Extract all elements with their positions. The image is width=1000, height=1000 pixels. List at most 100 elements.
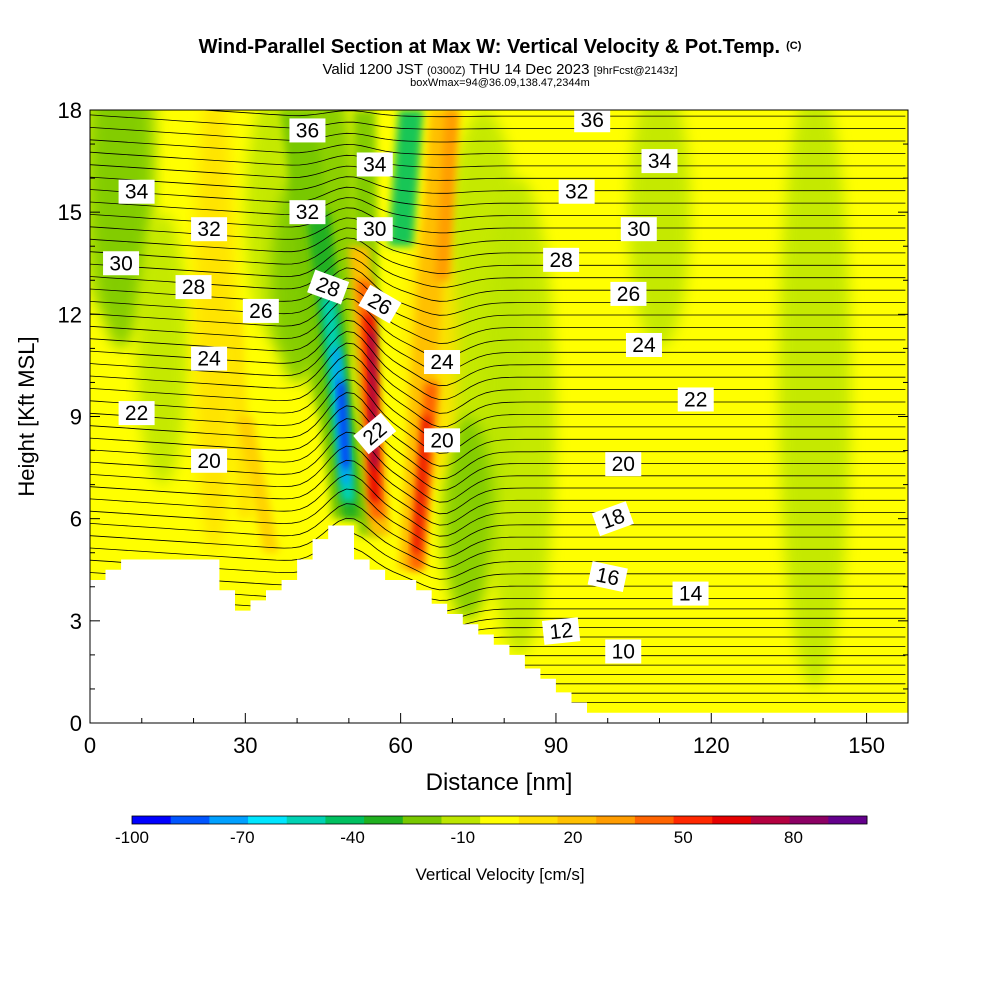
theta-contour-line	[90, 488, 906, 548]
contour-label: 16	[587, 561, 628, 593]
contour-label: 32	[191, 217, 228, 242]
contour-label-bg	[605, 452, 642, 477]
contour-label-bg	[574, 108, 611, 133]
contour-label: 30	[620, 217, 657, 242]
theta-contour-line	[90, 503, 906, 559]
contour-label-bg	[677, 387, 714, 412]
contour-label: 22	[118, 401, 155, 426]
contour-label-text: 20	[197, 450, 220, 473]
colorbar-swatch	[557, 816, 597, 824]
contour-label-text: 10	[612, 640, 635, 663]
theta-contour-line	[90, 366, 906, 441]
contour-label-text: 16	[594, 563, 622, 590]
colorbar-swatch	[750, 816, 791, 824]
theta-contour-line	[90, 547, 906, 591]
theta-contour-line	[90, 28, 905, 42]
contour-label: 32	[289, 200, 326, 225]
theta-contour-line	[90, 287, 906, 344]
contour-label-text: 34	[363, 153, 387, 176]
contour-label: 34	[118, 179, 155, 204]
contour-label-bg	[289, 200, 326, 225]
contour-label-bg	[358, 284, 402, 324]
contour-label: 24	[191, 346, 228, 371]
colorbar-frame	[131, 815, 868, 825]
theta-contour-line	[90, 16, 905, 30]
contour-label: 32	[558, 179, 595, 204]
contour-label-bg	[353, 412, 397, 455]
contour-label: 24	[625, 332, 662, 357]
colorbar-swatch	[518, 816, 559, 824]
theta-contour-line	[197, 110, 906, 118]
contour-label-text: 26	[617, 283, 640, 306]
contour-label: 34	[356, 152, 393, 177]
contour-label-bg	[610, 281, 647, 306]
contour-label: 26	[610, 281, 647, 306]
contour-label: 28	[175, 275, 212, 300]
contour-label-bg	[541, 617, 581, 645]
y-tick-label: 15	[58, 200, 82, 225]
contour-label: 30	[356, 217, 393, 242]
theta-contour-line	[90, 532, 906, 580]
contour-label-text: 34	[125, 181, 149, 204]
contour-label-bg	[118, 179, 155, 204]
contour-label-text: 20	[612, 453, 635, 476]
contour-label-bg	[356, 152, 393, 177]
chart-title: Wind-Parallel Section at Max W: Vertical…	[198, 36, 802, 58]
theta-contour-line	[90, 53, 905, 67]
contour-label-bg	[175, 275, 212, 300]
upper-updraft-core	[434, 110, 460, 281]
theta-contour-line	[90, 114, 906, 130]
contour-label-bg	[307, 269, 350, 305]
x-tick-label: 150	[848, 733, 885, 758]
contour-label-text: 26	[249, 300, 272, 323]
theta-contour-line	[90, 474, 906, 537]
contour-label-text: 22	[684, 388, 707, 411]
colorbar-swatch	[170, 816, 210, 824]
theta-contour-line	[90, 139, 906, 156]
colorbar-swatch	[325, 816, 365, 824]
contour-label-bg	[558, 179, 595, 204]
colorbar-tick-label: -70	[230, 828, 255, 847]
x-tick-label: 0	[84, 733, 96, 758]
theta-contour-line	[90, 342, 906, 414]
theta-contour-line	[90, 151, 906, 168]
theta-contour-line	[90, 90, 905, 104]
contour-label-bg	[672, 581, 709, 606]
colorbar-swatch	[828, 816, 868, 824]
contour-label: 34	[641, 149, 678, 174]
colorbar-swatch	[596, 816, 636, 824]
theta-contour-line	[90, 379, 906, 454]
chart-subtitle: Valid 1200 JST (0300Z) THU 14 Dec 2023 […	[322, 61, 678, 78]
theta-contour-line	[90, 164, 906, 181]
contour-label-text: 12	[548, 619, 574, 644]
colorbar-swatch	[712, 816, 752, 824]
theta-contour-line	[90, 40, 905, 54]
x-axis-label: Distance [nm]	[426, 769, 573, 796]
contour-label: 36	[574, 108, 611, 133]
contour-label-text: 32	[197, 218, 220, 241]
theta-contour-line	[90, 445, 906, 515]
contour-label-bg	[242, 298, 279, 323]
contour-label: 24	[424, 350, 461, 375]
contour-label-text: 30	[109, 252, 132, 275]
colorbar-tick-label: -100	[115, 828, 149, 847]
contour-label-bg	[587, 561, 628, 593]
theta-contour-line	[90, 405, 906, 480]
contour-label-bg	[625, 332, 662, 357]
colorbar-swatch	[789, 816, 829, 824]
theta-contour-line	[90, 561, 906, 601]
contour-label: 28	[543, 247, 580, 272]
contour-label-bg	[103, 251, 140, 276]
contour-label-bg	[543, 247, 580, 272]
theta-contour-line	[90, 392, 906, 467]
contour-label: 10	[605, 639, 642, 664]
colorbar-tick-label: 20	[564, 828, 583, 847]
contour-label: 28	[307, 269, 350, 305]
theta-contour-line	[90, 197, 906, 221]
y-tick-label: 18	[58, 98, 82, 123]
contour-label-bg	[289, 118, 326, 143]
y-tick-label: 0	[70, 711, 82, 736]
theta-contour-line	[90, 186, 906, 207]
contour-label: 12	[541, 617, 581, 645]
contour-label-text: 36	[581, 109, 604, 132]
